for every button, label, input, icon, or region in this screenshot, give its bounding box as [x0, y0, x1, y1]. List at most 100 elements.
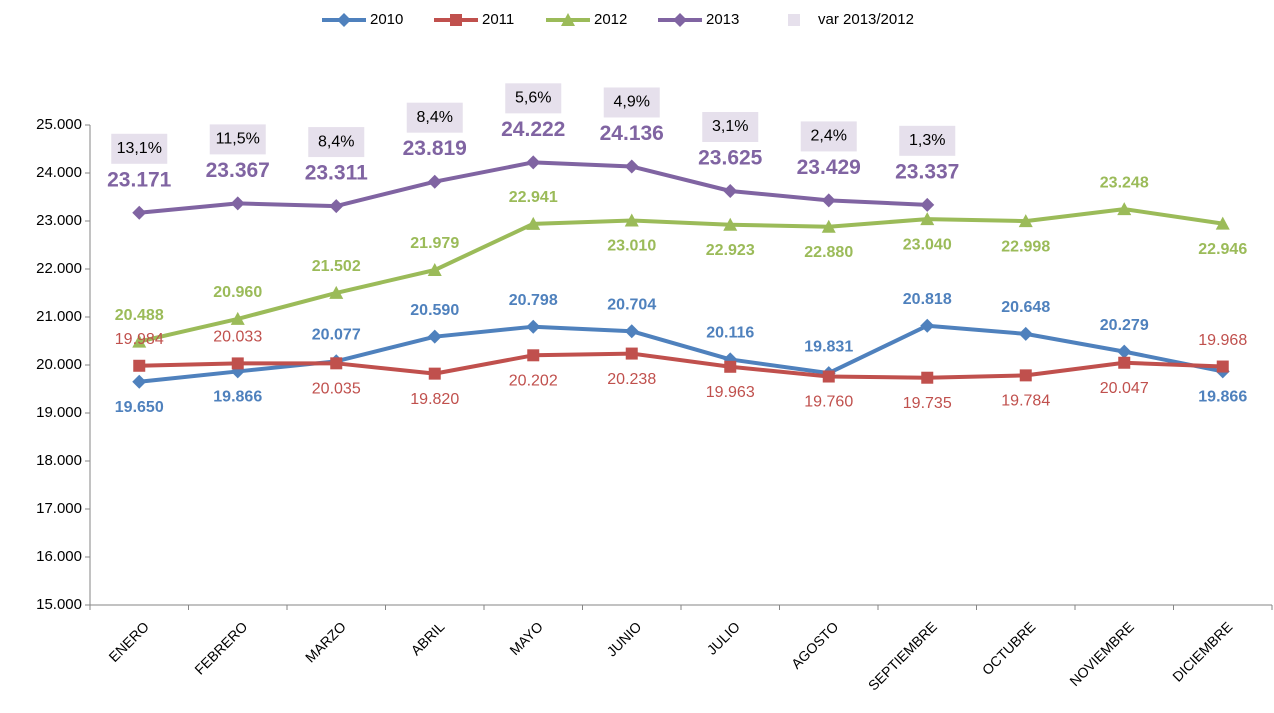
data-label: 23.010 [607, 238, 656, 255]
data-label: 19.831 [804, 338, 853, 355]
data-label: 22.941 [509, 189, 558, 206]
data-label: 19.650 [115, 399, 164, 416]
data-label: 20.116 [706, 325, 754, 342]
marker [1216, 360, 1229, 373]
marker [920, 318, 935, 333]
marker [723, 217, 738, 231]
data-label: 23.337 [895, 160, 959, 183]
marker [132, 334, 147, 348]
marker [673, 13, 687, 27]
y-tick-label: 17.000 [36, 500, 82, 517]
x-tick-label: AGOSTO [788, 618, 842, 672]
x-tick-label: OCTUBRE [979, 618, 1039, 678]
data-label: 20.818 [903, 291, 952, 308]
var-box [800, 121, 857, 152]
data-label: 19.784 [1001, 393, 1050, 410]
data-label: 20.798 [509, 292, 558, 309]
series-line [139, 351, 1223, 380]
marker [428, 367, 441, 380]
marker [920, 212, 935, 226]
marker [1117, 202, 1132, 216]
y-tick-label: 21.000 [36, 308, 82, 325]
marker [133, 359, 146, 372]
marker [230, 196, 245, 211]
marker [132, 374, 147, 389]
data-label: 20.648 [1001, 299, 1050, 316]
marker [1018, 326, 1033, 341]
data-label: 23.248 [1100, 174, 1149, 191]
marker [723, 184, 738, 198]
data-label: 20.279 [1100, 317, 1149, 334]
data-label: 23.040 [903, 236, 952, 253]
y-tick-label: 22.000 [36, 260, 82, 277]
var-label: 1,3% [909, 132, 945, 149]
marker [526, 319, 541, 334]
data-label: 20.238 [607, 371, 656, 388]
data-label: 19.866 [1198, 389, 1247, 406]
x-tick-label: DICIEMBRE [1169, 618, 1235, 684]
data-label: 23.367 [206, 159, 270, 182]
var-label: 13,1% [117, 140, 162, 157]
var-label: 2,4% [811, 128, 847, 145]
x-tick-label: FEBRERO [191, 618, 250, 677]
data-label: 24.222 [501, 118, 565, 141]
y-tick-label: 15.000 [36, 596, 82, 613]
data-label: 19.968 [1198, 332, 1247, 349]
marker [1019, 369, 1032, 382]
data-label: 20.488 [115, 307, 164, 324]
marker [921, 371, 934, 384]
series-line [139, 323, 1224, 384]
data-label: 20.035 [312, 381, 361, 398]
y-tick-label: 20.000 [36, 356, 82, 373]
data-label: 22.880 [804, 244, 853, 261]
legend-label: 2010 [370, 11, 403, 28]
data-label: 23.311 [305, 162, 368, 185]
marker [624, 324, 639, 339]
data-label: 20.960 [213, 284, 262, 301]
var-label: 8,4% [318, 133, 354, 150]
x-tick-label: ENERO [105, 618, 152, 665]
var-box [505, 83, 562, 114]
var-box [406, 102, 463, 133]
y-tick-label: 25.000 [36, 116, 82, 133]
var-label: 4,9% [614, 94, 650, 111]
marker [1215, 216, 1230, 230]
marker [527, 349, 540, 362]
y-tick-label: 24.000 [36, 164, 82, 181]
var-box [111, 133, 168, 164]
var-box [702, 112, 759, 142]
x-tick-label: NOVIEMBRE [1066, 618, 1137, 689]
marker [329, 199, 344, 214]
var-box [899, 125, 956, 156]
data-label: 22.946 [1198, 241, 1247, 258]
data-label: 22.923 [706, 242, 755, 259]
marker [821, 219, 836, 233]
y-tick-label: 19.000 [36, 404, 82, 421]
var-label: 11,5% [216, 131, 260, 148]
marker [1018, 214, 1033, 228]
data-label: 19.760 [804, 394, 853, 411]
marker [526, 216, 541, 230]
y-tick-label: 23.000 [36, 212, 82, 229]
data-label: 23.429 [797, 156, 861, 179]
data-label: 23.171 [107, 168, 172, 191]
legend-label: 2012 [594, 11, 627, 28]
data-label: 20.077 [312, 327, 361, 344]
marker [231, 357, 244, 370]
marker [561, 13, 575, 26]
data-label: 19.984 [115, 331, 164, 348]
x-tick-label: ABRIL [408, 618, 448, 658]
y-tick-label: 18.000 [36, 452, 82, 469]
legend-swatch [788, 14, 800, 26]
series-line [138, 207, 1224, 344]
data-label: 20.047 [1100, 380, 1149, 397]
data-label: 20.590 [410, 302, 459, 319]
marker [821, 193, 836, 208]
data-label: 24.136 [600, 122, 664, 145]
marker [337, 13, 351, 27]
var-box [603, 87, 660, 118]
legend-label: 2011 [482, 11, 514, 28]
marker [427, 174, 442, 189]
var-label: 3,1% [712, 118, 748, 135]
